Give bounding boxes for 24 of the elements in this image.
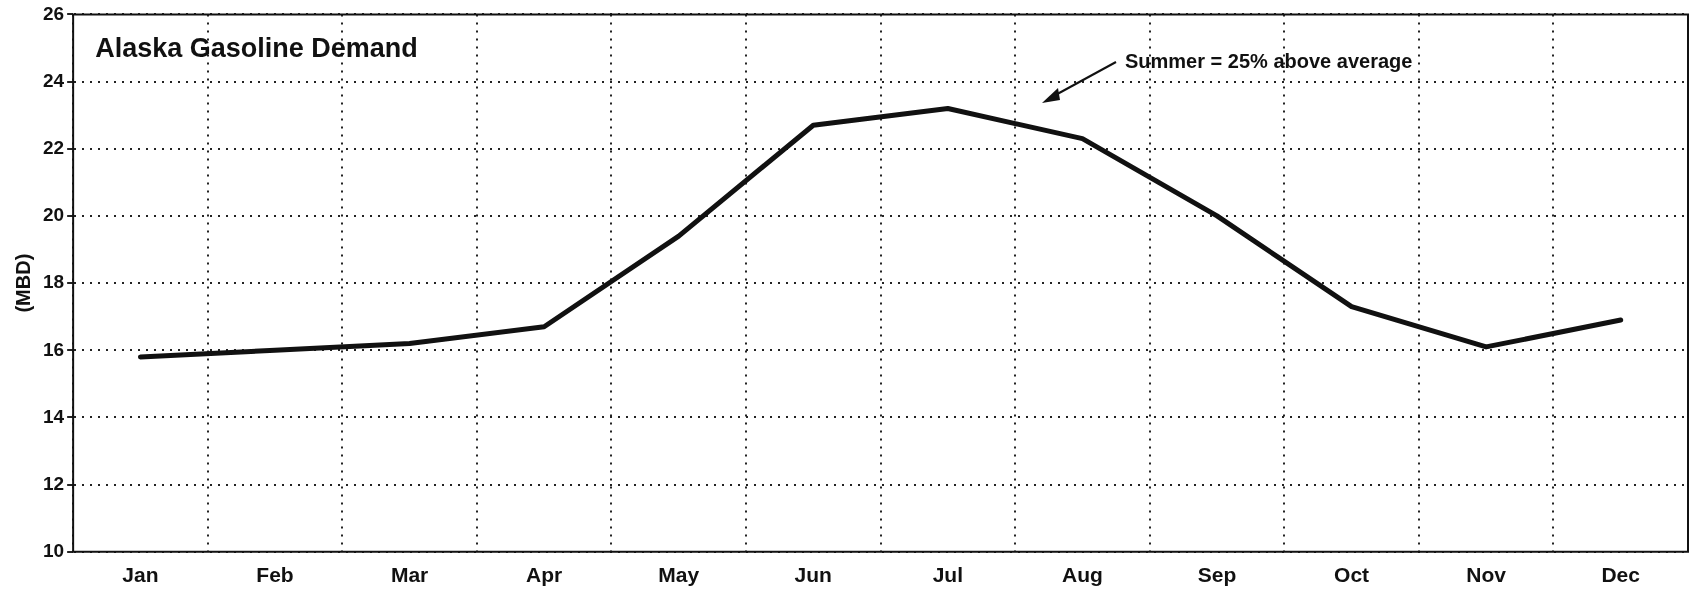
y-tick-label: 20	[42, 204, 65, 226]
x-tick-label: Dec	[1601, 563, 1641, 587]
x-tick-label: Jan	[122, 563, 159, 587]
x-tick-label: Jun	[794, 563, 832, 587]
text: Alaska Gasoline Demand	[95, 33, 418, 64]
x-tick-label: Feb	[256, 563, 294, 587]
y-tick-label: 22	[42, 136, 65, 158]
y-tick-label: 24	[42, 69, 65, 91]
y-tick-label: 16	[42, 338, 65, 360]
y-tick-label: 14	[42, 405, 65, 427]
x-tick-label: Sep	[1197, 563, 1237, 587]
x-tick-label: Nov	[1466, 563, 1507, 587]
y-axis-title: (MBD)	[11, 253, 34, 313]
x-tick-label: Apr	[526, 563, 563, 587]
y-tick-label: 10	[42, 540, 65, 562]
annotation: Summer = 25% above average	[1125, 50, 1413, 73]
x-tick-label: Oct	[1334, 563, 1370, 587]
x-tick-label: Mar	[390, 563, 429, 587]
y-tick-label: 12	[42, 472, 65, 494]
x-tick-label: Jul	[932, 563, 964, 587]
x-tick-label: May	[658, 563, 700, 587]
y-tick-label: 26	[42, 2, 65, 24]
x-tick-label: Aug	[1062, 563, 1103, 587]
y-tick-label: 18	[42, 271, 65, 293]
